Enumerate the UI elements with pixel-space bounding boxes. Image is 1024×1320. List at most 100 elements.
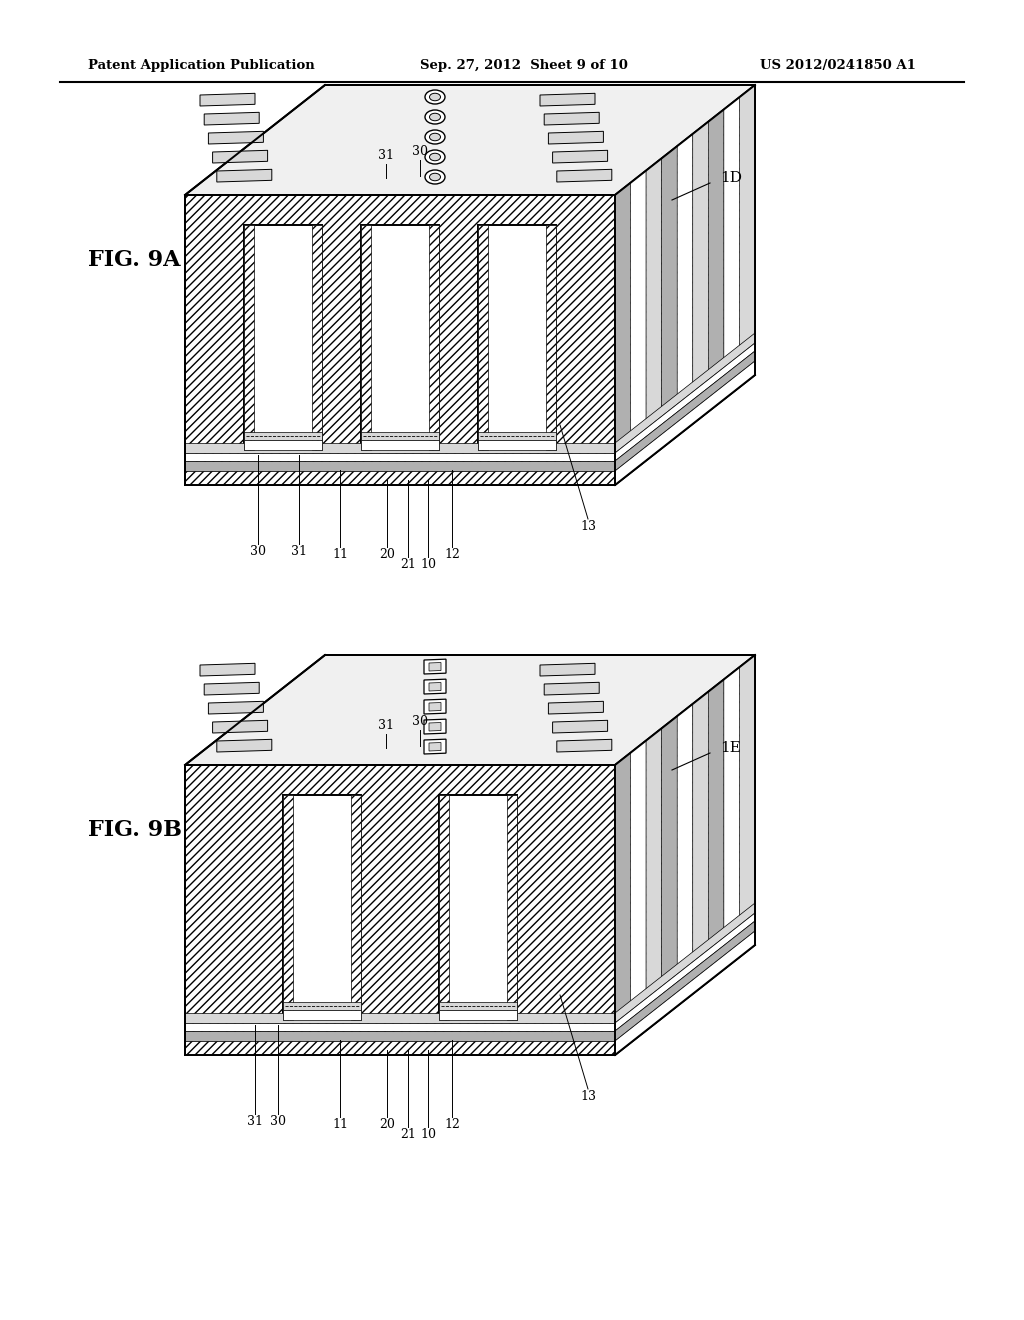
Text: 10: 10 (420, 558, 436, 572)
Text: 11: 11 (332, 1118, 348, 1131)
Polygon shape (429, 743, 441, 751)
Text: 1E: 1E (720, 741, 741, 755)
Text: 21: 21 (400, 558, 416, 572)
Bar (283, 795, 361, 1020)
Polygon shape (185, 84, 755, 195)
Polygon shape (540, 94, 595, 106)
Text: 12: 12 (444, 1118, 460, 1131)
Polygon shape (424, 719, 446, 734)
Text: 31: 31 (247, 1115, 263, 1129)
Text: 13: 13 (580, 520, 596, 533)
Bar (185, 461, 615, 471)
Ellipse shape (425, 170, 445, 183)
Polygon shape (724, 667, 739, 969)
Bar (185, 1023, 615, 1031)
Bar (478, 224, 488, 450)
Text: 20: 20 (379, 1118, 395, 1131)
Text: Sep. 27, 2012  Sheet 9 of 10: Sep. 27, 2012 Sheet 9 of 10 (420, 58, 628, 71)
Bar (546, 224, 556, 450)
Polygon shape (540, 664, 595, 676)
Polygon shape (209, 131, 263, 144)
Polygon shape (615, 903, 755, 1023)
Polygon shape (615, 360, 755, 484)
Polygon shape (557, 169, 611, 182)
Polygon shape (677, 704, 693, 1006)
Ellipse shape (429, 94, 440, 100)
Polygon shape (213, 150, 267, 162)
Polygon shape (739, 655, 755, 957)
Polygon shape (200, 664, 255, 676)
Ellipse shape (429, 173, 440, 181)
Ellipse shape (425, 110, 445, 124)
Polygon shape (646, 729, 662, 1031)
Ellipse shape (429, 133, 440, 141)
Text: 1D: 1D (720, 172, 742, 185)
Polygon shape (615, 182, 631, 484)
Polygon shape (615, 343, 755, 461)
Polygon shape (185, 195, 615, 484)
Polygon shape (662, 717, 677, 1018)
Text: US 2012/0241850 A1: US 2012/0241850 A1 (760, 58, 915, 71)
Polygon shape (615, 752, 631, 1055)
Bar (439, 1010, 517, 1020)
Polygon shape (553, 150, 607, 162)
Bar (185, 444, 615, 453)
Polygon shape (424, 739, 446, 754)
Bar (185, 1041, 615, 1055)
Text: 30: 30 (270, 1115, 286, 1129)
Polygon shape (631, 170, 646, 473)
Bar (439, 795, 449, 1020)
Bar (478, 432, 556, 440)
Polygon shape (217, 739, 271, 752)
Polygon shape (615, 333, 755, 453)
Bar (185, 453, 615, 461)
Polygon shape (544, 682, 599, 696)
Bar (185, 471, 615, 484)
Bar (439, 1002, 517, 1010)
Polygon shape (693, 121, 709, 424)
Ellipse shape (429, 153, 440, 161)
Ellipse shape (425, 90, 445, 104)
Bar (244, 432, 322, 440)
Text: 11: 11 (332, 548, 348, 561)
Text: 10: 10 (420, 1129, 436, 1140)
Polygon shape (615, 931, 755, 1055)
Text: 13: 13 (580, 1090, 596, 1104)
Polygon shape (429, 722, 441, 731)
Polygon shape (217, 169, 271, 182)
Bar (361, 440, 439, 450)
Polygon shape (724, 98, 739, 400)
Polygon shape (424, 700, 446, 714)
Bar (507, 795, 517, 1020)
Text: 12: 12 (444, 548, 460, 561)
Polygon shape (185, 766, 615, 1055)
Polygon shape (553, 721, 607, 733)
Text: FIG. 9B: FIG. 9B (88, 818, 182, 841)
Polygon shape (544, 112, 599, 125)
Text: 21: 21 (400, 1129, 416, 1140)
Ellipse shape (429, 114, 440, 120)
Text: 30: 30 (412, 715, 428, 729)
Bar (185, 1031, 615, 1041)
Text: 30: 30 (250, 545, 266, 558)
Bar (351, 795, 361, 1020)
Polygon shape (646, 158, 662, 461)
Polygon shape (200, 94, 255, 106)
Text: FIG. 9A: FIG. 9A (88, 249, 180, 271)
Polygon shape (213, 721, 267, 733)
Text: 31: 31 (378, 719, 394, 733)
Polygon shape (209, 701, 263, 714)
Text: 30: 30 (412, 145, 428, 158)
Polygon shape (429, 682, 441, 690)
Polygon shape (709, 110, 724, 412)
Bar (312, 224, 322, 450)
Polygon shape (709, 680, 724, 982)
Bar (361, 224, 371, 450)
Bar (439, 795, 517, 1020)
Polygon shape (739, 84, 755, 387)
Bar (244, 440, 322, 450)
Text: 31: 31 (291, 545, 307, 558)
Bar (283, 1010, 361, 1020)
Bar (429, 224, 439, 450)
Polygon shape (693, 692, 709, 994)
